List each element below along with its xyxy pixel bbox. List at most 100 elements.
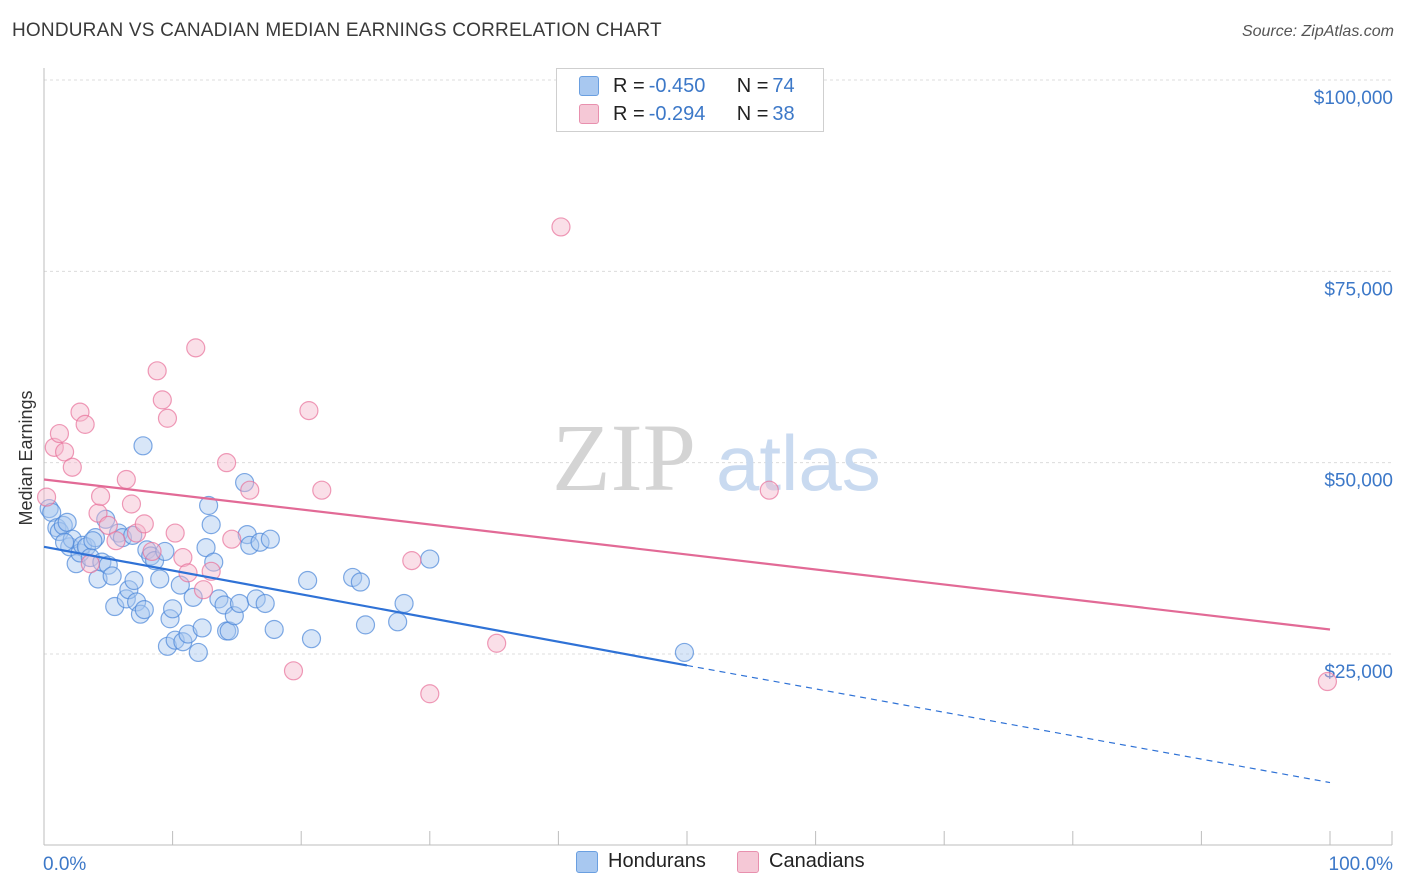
x-tick-labels: 0.0% 100.0% xyxy=(43,854,1393,875)
legend-n-value: 38 xyxy=(772,102,795,125)
watermark-zip: ZIP xyxy=(552,404,696,511)
point-canadian xyxy=(70,402,90,422)
point-honduran xyxy=(66,554,86,574)
point-honduran xyxy=(394,593,414,614)
point-canadian xyxy=(54,442,75,462)
x-tick-label: 0.0% xyxy=(43,854,86,875)
point-honduran xyxy=(85,528,106,548)
point-honduran xyxy=(420,549,440,569)
point-honduran xyxy=(301,629,322,649)
point-canadian xyxy=(75,414,95,434)
bottom-legend-canadians: Canadians xyxy=(737,850,865,873)
y-tick-label: $25,000 xyxy=(1324,662,1393,683)
chart-title: HONDURAN VS CANADIAN MEDIAN EARNINGS COR… xyxy=(12,20,662,41)
point-canadian xyxy=(299,401,319,421)
point-honduran xyxy=(157,636,178,656)
point-canadian xyxy=(98,515,118,536)
point-honduran xyxy=(674,642,695,663)
point-honduran xyxy=(42,502,62,522)
point-canadian xyxy=(62,457,82,477)
point-canadian xyxy=(106,531,126,551)
point-canadian xyxy=(88,503,108,523)
point-honduran xyxy=(219,621,239,641)
point-canadian xyxy=(142,541,162,562)
point-canadian xyxy=(134,514,154,534)
point-canadian xyxy=(487,633,507,653)
point-honduran xyxy=(178,624,198,644)
point-honduran xyxy=(105,596,125,617)
point-honduran xyxy=(57,512,77,532)
legend-r-label: R = xyxy=(613,74,645,97)
point-honduran xyxy=(150,569,170,589)
point-honduran xyxy=(83,531,103,551)
point-canadian xyxy=(217,453,237,473)
point-canadian xyxy=(186,338,206,358)
point-honduran xyxy=(229,593,250,614)
axes xyxy=(43,68,1393,846)
legend-row-hondurans: R = -0.450 N = 74 xyxy=(579,72,795,100)
point-canadian xyxy=(1317,671,1338,692)
point-canadian xyxy=(402,551,422,571)
point-honduran xyxy=(126,592,147,612)
point-honduran xyxy=(102,566,122,586)
trend-line-canadians xyxy=(43,478,1331,631)
point-canadian xyxy=(147,361,167,381)
point-canadian xyxy=(157,408,178,428)
point-honduran xyxy=(199,495,219,516)
series-canadians xyxy=(36,217,1338,704)
point-honduran xyxy=(264,619,284,640)
point-canadian xyxy=(759,480,779,500)
point-canadian xyxy=(551,217,571,237)
grid-lines xyxy=(44,79,1392,655)
point-honduran xyxy=(124,570,144,591)
point-canadian xyxy=(152,390,172,410)
bottom-legend-swatch xyxy=(737,850,759,873)
point-canadian xyxy=(420,684,440,704)
point-canadian xyxy=(116,469,136,490)
legend-r-label: R = xyxy=(613,102,645,125)
point-canadian xyxy=(240,480,260,500)
point-honduran xyxy=(246,589,266,609)
legend-n-label: N = xyxy=(736,74,769,97)
point-honduran xyxy=(192,618,212,638)
correlation-legend: R = -0.450 N = 74 R = -0.294 N = 38 xyxy=(556,68,824,132)
legend-r-value: -0.450 xyxy=(648,74,706,97)
bottom-legend-hondurans: Hondurans xyxy=(576,850,706,873)
bottom-legend-swatch xyxy=(576,850,598,873)
point-canadian xyxy=(312,480,332,500)
point-honduran xyxy=(133,436,153,456)
trend-line-hondurans xyxy=(43,545,688,667)
point-canadian xyxy=(193,580,214,600)
point-canadian xyxy=(36,487,57,507)
bottom-legend-label: Canadians xyxy=(769,850,865,872)
point-honduran xyxy=(201,515,221,535)
bottom-legend-label: Hondurans xyxy=(608,850,706,872)
legend-row-canadians: R = -0.294 N = 38 xyxy=(579,100,795,128)
y-tick-labels: $25,000 $50,000 $75,000 $100,000 xyxy=(1314,88,1393,683)
y-tick-label: $100,000 xyxy=(1314,88,1393,109)
x-tick-label: 100.0% xyxy=(1329,854,1394,875)
point-honduran xyxy=(350,572,370,592)
y-axis-label: Median Earnings xyxy=(16,390,36,525)
point-honduran xyxy=(163,599,183,619)
point-honduran xyxy=(170,575,190,595)
point-honduran xyxy=(134,599,154,620)
y-tick-label: $75,000 xyxy=(1324,279,1393,300)
legend-swatch-canadians xyxy=(579,104,599,124)
point-canadian xyxy=(283,661,304,681)
point-honduran xyxy=(224,606,244,626)
point-honduran xyxy=(260,529,280,549)
point-honduran xyxy=(298,570,318,591)
point-canadian xyxy=(173,547,193,568)
point-canadian xyxy=(90,486,111,506)
watermark-atlas: atlas xyxy=(716,419,881,507)
legend-n-label: N = xyxy=(736,102,769,125)
watermark: ZIP atlas xyxy=(552,404,881,511)
legend-r-value: -0.294 xyxy=(648,102,706,125)
trend-line-hondurans-extrapolated xyxy=(686,664,1331,784)
point-honduran xyxy=(209,589,229,609)
legend-n-value: 74 xyxy=(772,74,795,97)
point-honduran xyxy=(188,642,208,663)
point-canadian xyxy=(222,529,242,549)
